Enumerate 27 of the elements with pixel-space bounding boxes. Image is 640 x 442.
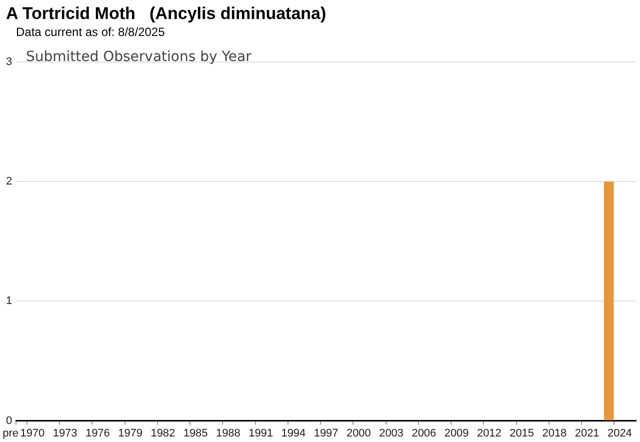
annotation: Submitted Observations by Year: [26, 49, 252, 65]
chart-subtitle: Data current as of: 8/8/2025: [16, 25, 165, 39]
x-tick-label: 1982: [150, 427, 176, 440]
x-tick-label: 2003: [379, 427, 404, 440]
x-tick-label: 1985: [183, 427, 208, 440]
chart-title: A Tortricid Moth (Ancylis diminuatana): [6, 4, 326, 24]
y-tick-label: 2: [6, 176, 12, 188]
y-tick-label: 0: [6, 414, 12, 427]
x-tick-label: 2015: [510, 427, 534, 440]
x-tick-label: 1994: [281, 427, 306, 440]
x-tick-label: 2009: [444, 427, 469, 440]
x-tick-label: 1970: [20, 427, 45, 440]
y-tick-label: 1: [6, 295, 12, 308]
x-tick-label: 1973: [52, 427, 78, 440]
x-tick-label: 1976: [85, 427, 110, 440]
x-tick-label: 1988: [216, 427, 240, 440]
x-tick-label: 2018: [542, 427, 567, 440]
x-tick-label: 1979: [118, 427, 143, 440]
y-tick-label: 3: [6, 56, 12, 68]
x-tick-label: 2021: [574, 427, 600, 440]
x-tick-label: 1991: [248, 427, 274, 440]
x-tick-label: 2006: [412, 427, 436, 440]
x-tick-label: 1997: [314, 427, 338, 440]
x-tick-label: 2000: [346, 427, 371, 440]
x-tick-label: 2012: [476, 427, 502, 440]
x-tick-label: 2024: [607, 427, 632, 440]
x-tick-label: pre: [2, 427, 19, 440]
